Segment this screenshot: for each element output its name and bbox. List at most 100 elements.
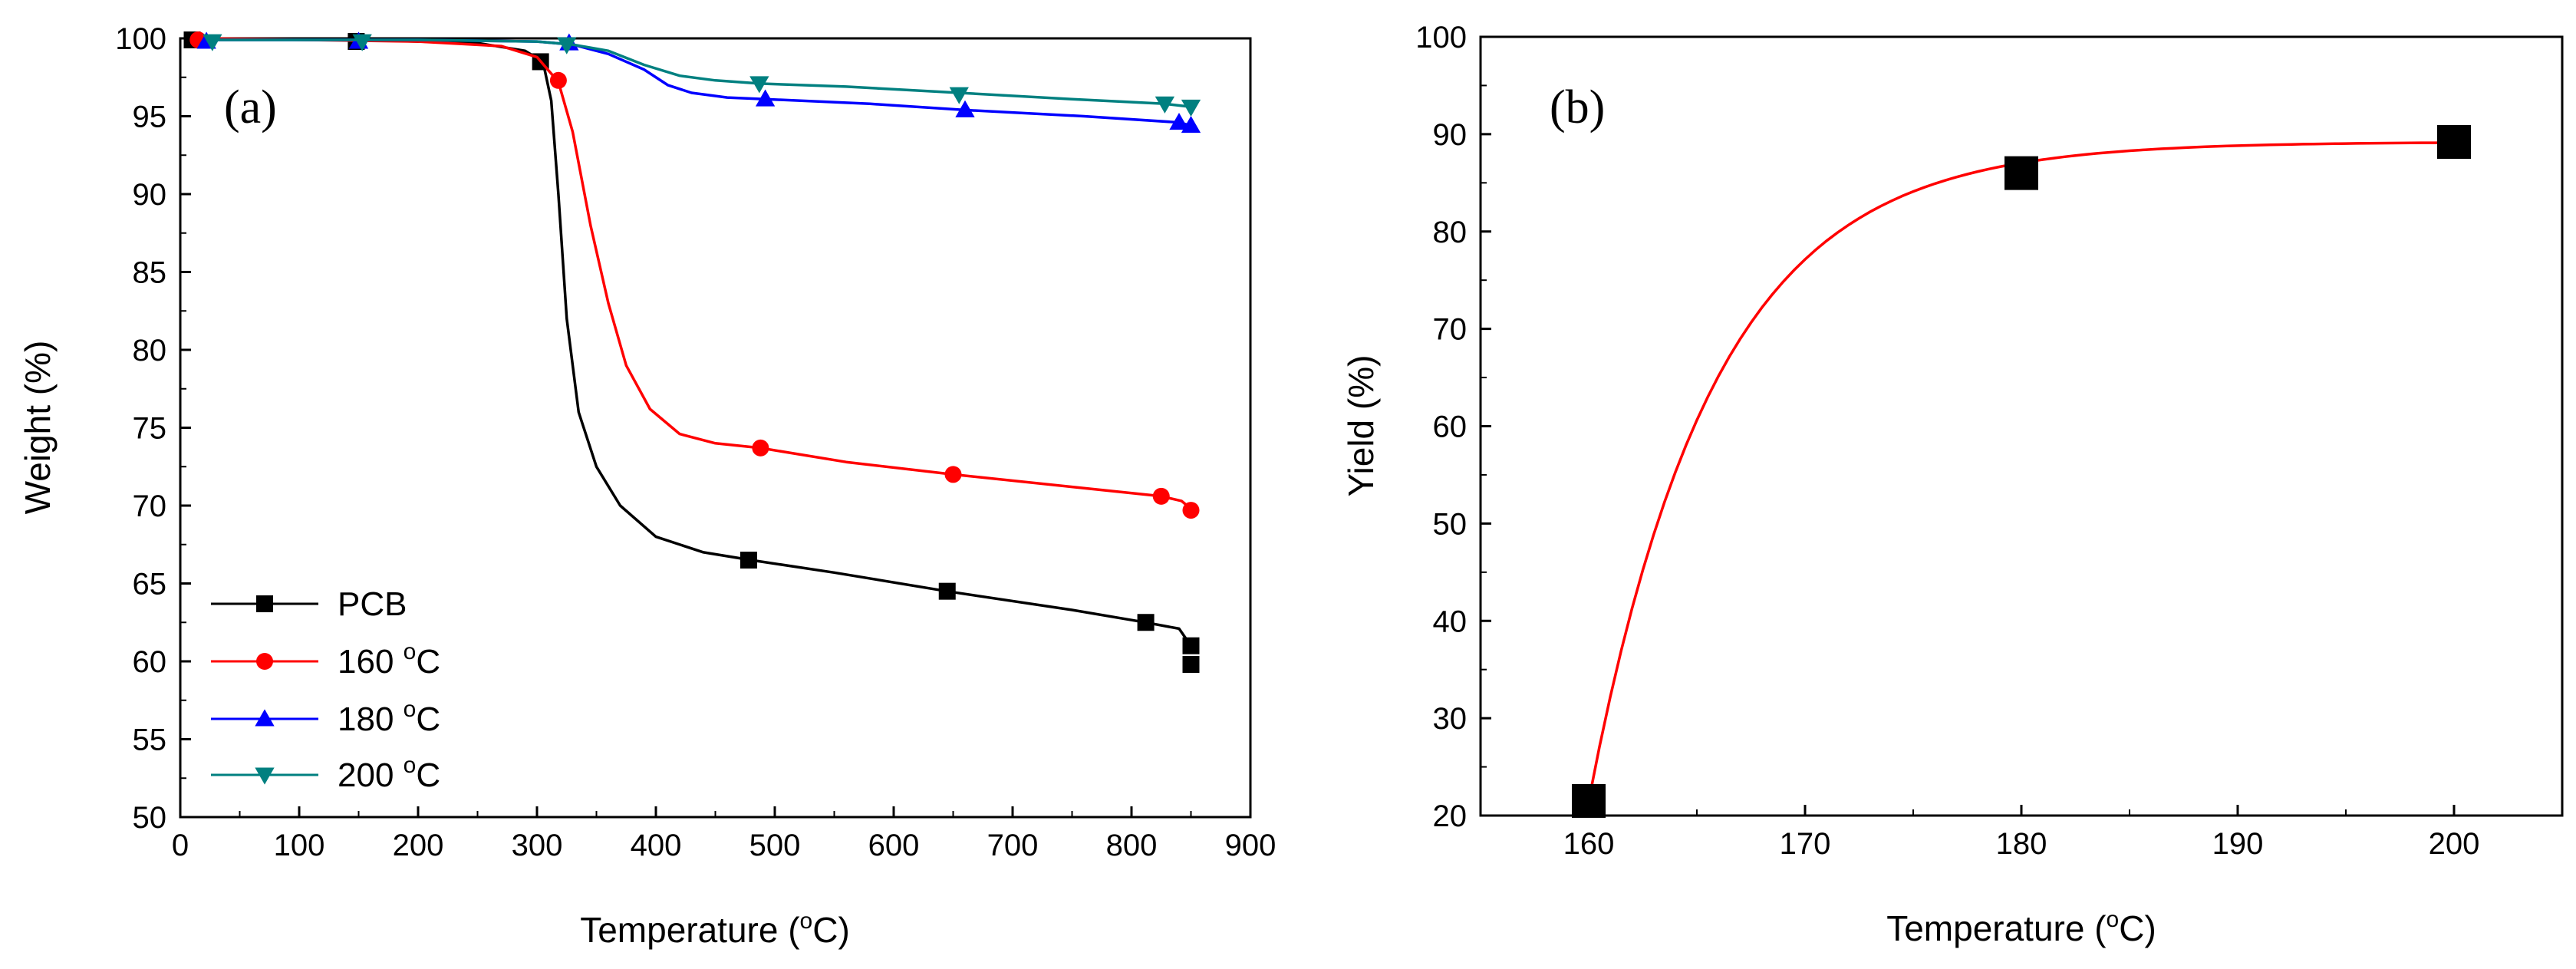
- legend-item-180c: 180 oC: [211, 697, 440, 738]
- data-point-160-c: [549, 71, 567, 89]
- data-point-200-c: [749, 76, 769, 94]
- data-point-200-c: [949, 87, 969, 104]
- legend-label-160c: 160 oC: [338, 639, 440, 681]
- legend-label-160c-main: 160: [338, 643, 404, 681]
- legend-label-pcb-main: PCB: [338, 585, 407, 623]
- panel-b-y-tick-label: 80: [1433, 216, 1468, 249]
- panel-a-x-tick-label: 100: [274, 829, 325, 862]
- data-point-180-c: [1169, 112, 1189, 130]
- legend-label-180c: 180 oC: [338, 697, 440, 738]
- data-point-yield: [2437, 125, 2471, 160]
- panel-b-x-axis-title-sup: o: [2107, 907, 2120, 932]
- panel-a-series: [183, 31, 1201, 674]
- legend-label-160c-sup: o: [404, 639, 417, 664]
- panel-a-y-tick-label: 100: [115, 22, 166, 56]
- legend-label-200c: 200 oC: [338, 753, 440, 794]
- panel-a-y-tick-label: 60: [133, 645, 167, 679]
- panel-b-y-tick-label: 60: [1433, 410, 1468, 444]
- data-point-180-c: [755, 89, 776, 107]
- data-point-200-c: [557, 37, 577, 54]
- panel-a-y-tick-label: 95: [133, 101, 167, 134]
- panel-a-y-tick-label: 50: [133, 801, 167, 835]
- panel-a-x-tick-label: 400: [631, 829, 682, 862]
- panel-a-x-tick-label: 200: [393, 829, 444, 862]
- legend-symbol-180-c: [255, 709, 275, 727]
- panel-b-x-axis-title-end: C): [2119, 908, 2156, 948]
- series-line-200-c: [209, 38, 1191, 109]
- panel-a-x-tick-label: 700: [987, 829, 1039, 862]
- data-point-180-c: [955, 100, 975, 117]
- panel-b-y-tick-label: 70: [1433, 313, 1468, 347]
- panel-a-x-tick-label: 300: [512, 829, 563, 862]
- panel-b-x-axis-title-main: Temperature (: [1886, 908, 2107, 948]
- legend-label-180c-end: C: [416, 700, 440, 738]
- data-point-pcb: [1182, 656, 1200, 674]
- legend-marker-160c: [256, 653, 273, 670]
- data-point-200-c: [1155, 96, 1175, 114]
- panel-a: 0 100 200 300 400 500 600 700 800 900 50 55 60 65 70 75…: [18, 22, 1276, 950]
- panel-a-x-axis-title-sup: o: [800, 908, 813, 934]
- panel-a-x-tick-label: 0: [172, 829, 189, 862]
- data-point-pcb: [1182, 637, 1200, 654]
- panel-a-x-tick-label: 900: [1225, 829, 1276, 862]
- series-line-180-c: [204, 38, 1191, 127]
- data-point-160-c: [944, 466, 962, 483]
- data-point-180-c: [1181, 116, 1201, 133]
- panel-b-x-tick-label: 160: [1563, 827, 1615, 861]
- panel-a-y-tick-label: 85: [133, 256, 167, 290]
- panel-a-y-tick-label: 80: [133, 334, 167, 367]
- legend-marker-180c: [255, 709, 275, 727]
- panel-a-y-tick-label: 75: [133, 412, 167, 446]
- panel-a-y-tick-label: 55: [133, 723, 167, 757]
- legend-item-200c: 200 oC: [211, 753, 440, 794]
- panel-b-label: (b): [1550, 81, 1605, 133]
- panel-b-x-axis-title: Temperature (oC): [1886, 907, 2156, 948]
- panel-a-x-axis-title: Temperature (oC): [580, 908, 850, 950]
- legend-symbol-160-c: [256, 653, 273, 670]
- data-point-yield: [1572, 783, 1606, 818]
- panel-b-y-tick-label: 30: [1433, 702, 1468, 736]
- panel-b-x-tick-label: 180: [1996, 827, 2047, 861]
- panel-b-x-tick-label: 200: [2429, 827, 2480, 861]
- panel-a-x-tick-label: 600: [868, 829, 920, 862]
- data-point-pcb: [938, 582, 956, 600]
- panel-b-y-tick-label: 40: [1433, 605, 1468, 638]
- legend-label-200c-end: C: [416, 756, 440, 794]
- panel-a-label: (a): [224, 81, 277, 133]
- data-point-pcb: [1137, 614, 1155, 631]
- panel-b-ticks: 160 170 180 190 200 20 30 40 50 60 70 80 90 100: [1415, 21, 2479, 861]
- panel-a-x-axis-title-end: C): [812, 910, 850, 950]
- legend-label-200c-sup: o: [404, 753, 417, 778]
- legend-label-160c-end: C: [416, 643, 440, 681]
- data-point-yield: [2004, 156, 2038, 190]
- panel-b-x-tick-label: 190: [2212, 827, 2264, 861]
- legend-symbol-200-c: [255, 767, 275, 785]
- legend-item-pcb: PCB: [211, 585, 407, 623]
- legend-symbol-pcb: [256, 595, 273, 612]
- panel-a-x-tick-label: 800: [1106, 829, 1158, 862]
- data-point-200-c: [203, 34, 222, 51]
- panel-b-y-tick-label: 20: [1433, 799, 1468, 833]
- data-point-160-c: [1182, 502, 1200, 519]
- panel-a-ticks: 0 100 200 300 400 500 600 700 800 900 50 55 60 65 70 75…: [115, 22, 1276, 862]
- fit-curve-yield: [1587, 141, 2455, 802]
- panel-b-y-tick-label: 100: [1415, 21, 1467, 54]
- series-line-160-c: [198, 37, 1192, 510]
- panel-b-y-tick-label: 90: [1433, 118, 1468, 152]
- panel-b-x-tick-label: 170: [1780, 827, 1831, 861]
- panel-b-y-axis-title: Yield (%): [1341, 355, 1381, 497]
- data-point-200-c: [1181, 99, 1201, 117]
- legend-label-pcb: PCB: [338, 585, 407, 623]
- panel-b-series: [1572, 125, 2471, 818]
- panel-b-y-tick-label: 50: [1433, 507, 1468, 541]
- legend-marker-200c: [255, 767, 275, 785]
- legend-label-200c-main: 200: [338, 756, 404, 794]
- legend-label-180c-sup: o: [404, 697, 417, 722]
- legend-item-160c: 160 oC: [211, 639, 440, 681]
- panel-b: 160 170 180 190 200 20 30 40 50 60 70 80 90 100 (b) T…: [1341, 21, 2564, 948]
- panel-a-y-tick-label: 90: [133, 178, 167, 212]
- data-point-pcb: [740, 552, 757, 569]
- panel-a-x-tick-label: 500: [749, 829, 801, 862]
- data-point-160-c: [1152, 487, 1170, 505]
